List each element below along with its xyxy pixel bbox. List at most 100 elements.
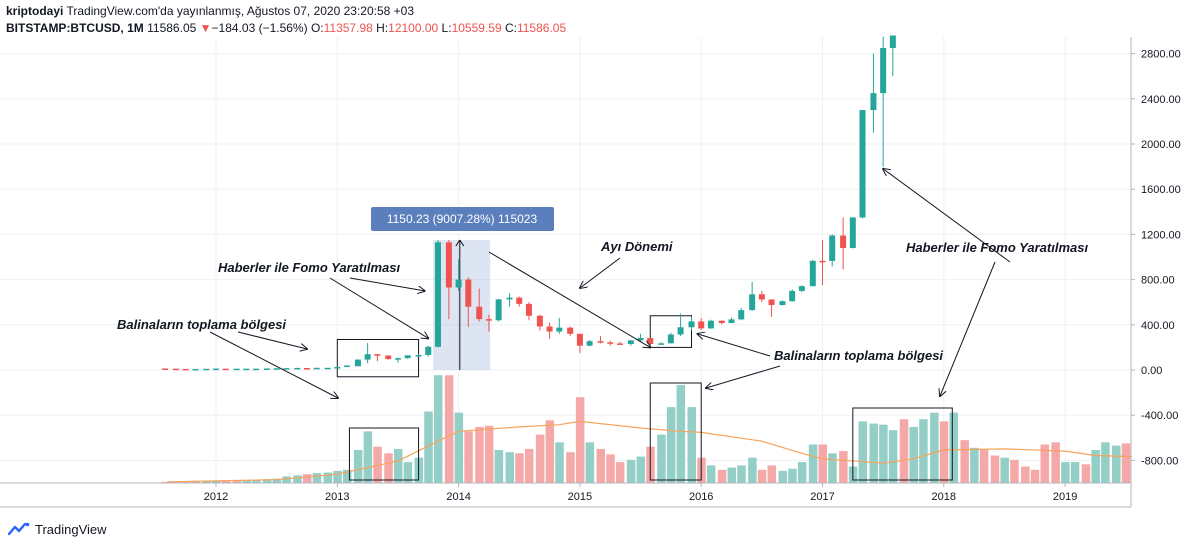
volume-bar xyxy=(828,453,837,483)
volume-bar xyxy=(424,411,433,483)
volume-bar xyxy=(1070,462,1080,483)
close-value: 11586.05 xyxy=(516,21,567,35)
measure-arrow xyxy=(459,239,465,247)
time-axis-label: 2015 xyxy=(568,491,592,503)
price-axis-label: 0.00 xyxy=(1141,365,1162,377)
candle-body xyxy=(829,235,836,261)
volume-bar xyxy=(484,425,494,483)
time-axis-label: 2014 xyxy=(446,491,470,503)
volume-bar xyxy=(615,462,625,483)
volume-bar xyxy=(839,451,848,483)
volume-bar xyxy=(797,462,807,483)
measure-arrow xyxy=(455,239,461,247)
price-axis-label: 1200.00 xyxy=(1141,229,1181,241)
change-down-icon: ▼ xyxy=(199,21,212,35)
volume-bar xyxy=(657,434,666,483)
publish-line: kriptodayi TradingView.com'da yayınlanmı… xyxy=(6,3,766,19)
volume-bar xyxy=(960,440,969,483)
candle-body xyxy=(758,294,765,300)
candle-body xyxy=(749,294,756,311)
candle-body xyxy=(809,260,816,287)
volume-bar xyxy=(748,457,757,483)
volume-bar xyxy=(1030,469,1040,483)
candles[interactable] xyxy=(162,35,896,371)
candle-body xyxy=(525,303,532,316)
volume-ma-line xyxy=(167,420,1132,483)
tradingview-footer[interactable]: TradingView xyxy=(8,519,107,539)
annotation-arrow xyxy=(883,169,1011,263)
volume-bar xyxy=(393,448,403,483)
volume-bar xyxy=(676,385,686,483)
time-axis-label: 2018 xyxy=(932,491,956,503)
volume-bar xyxy=(433,375,443,483)
volume-bar xyxy=(232,480,242,483)
price-range-measure xyxy=(433,239,491,370)
candle-body xyxy=(789,290,796,302)
volume-bar xyxy=(444,375,454,483)
annotation-arrow xyxy=(698,334,771,357)
close-label: C: xyxy=(504,21,517,35)
candle-body xyxy=(576,333,583,346)
volume-bar xyxy=(363,431,373,483)
volume-bar xyxy=(596,448,606,483)
grid xyxy=(0,37,1131,483)
volume-bar xyxy=(767,465,777,483)
candle-body xyxy=(495,299,502,321)
volume-bar xyxy=(353,450,363,483)
volume-bar xyxy=(515,453,524,483)
time-axis-label: 2013 xyxy=(325,491,349,503)
candle-body xyxy=(779,301,786,306)
volume-bar xyxy=(1010,459,1019,483)
volume-bar xyxy=(191,481,200,483)
candle-body xyxy=(385,355,392,360)
volume-bar xyxy=(788,468,797,483)
volume-bar xyxy=(333,470,342,483)
time-axis-label: 2017 xyxy=(810,491,834,503)
low-value: 10559.59 xyxy=(451,21,502,35)
volume-bar xyxy=(272,478,282,483)
annotation-arrow xyxy=(706,365,781,388)
volume-bar xyxy=(252,479,261,483)
volume-bar xyxy=(888,430,898,483)
annotation-arrow xyxy=(349,277,425,291)
candle-body xyxy=(647,338,654,345)
volume-bar xyxy=(899,419,909,483)
candle-body xyxy=(425,346,432,355)
candle-body xyxy=(556,327,563,332)
volume-bar xyxy=(990,455,1000,483)
candle-body xyxy=(616,343,623,345)
candle-body xyxy=(445,242,452,288)
time-axis-label: 2019 xyxy=(1053,491,1077,503)
volume-bar xyxy=(1021,466,1030,483)
candle-body xyxy=(677,327,684,335)
volume-bar xyxy=(171,481,181,483)
volume-bar xyxy=(161,481,170,483)
high-label: H: xyxy=(376,21,389,35)
volume-bar xyxy=(1040,444,1049,483)
candle-body xyxy=(354,359,361,367)
ohlc-line: BITSTAMP:BTCUSD, 1M 11586.05 ▼−184.03 (−… xyxy=(6,20,766,36)
publish-info: TradingView.com'da yayınlanmış, Ağustos … xyxy=(66,4,415,18)
high-value: 12100.00 xyxy=(388,21,439,35)
volume-bar xyxy=(403,462,413,483)
measure-label: 1150.23 (9007.28%) 115023 xyxy=(387,212,538,226)
author-name[interactable]: kriptodayi xyxy=(6,4,64,18)
volume-bar xyxy=(221,480,231,483)
volume-bar xyxy=(545,420,555,483)
volume-bar xyxy=(778,470,787,483)
annotation-haberler-1: Haberler ile Fomo Yaratılması xyxy=(218,260,400,275)
axes: 2800.00 2400.00 2000.00 1600.00 1200.00 800.0… xyxy=(0,37,1181,508)
volume-bar xyxy=(202,481,211,483)
candle-body xyxy=(667,334,674,344)
volume-bar xyxy=(606,454,615,483)
candle-body xyxy=(586,341,593,346)
volume-bar xyxy=(717,469,727,483)
candle-body xyxy=(546,326,553,332)
candle-body xyxy=(404,355,411,359)
annotation-arrow xyxy=(940,261,996,396)
low-label: L: xyxy=(441,21,452,35)
volume-bar xyxy=(1061,462,1070,483)
volume-zone-2013 xyxy=(348,427,420,481)
candle-body xyxy=(728,319,735,323)
